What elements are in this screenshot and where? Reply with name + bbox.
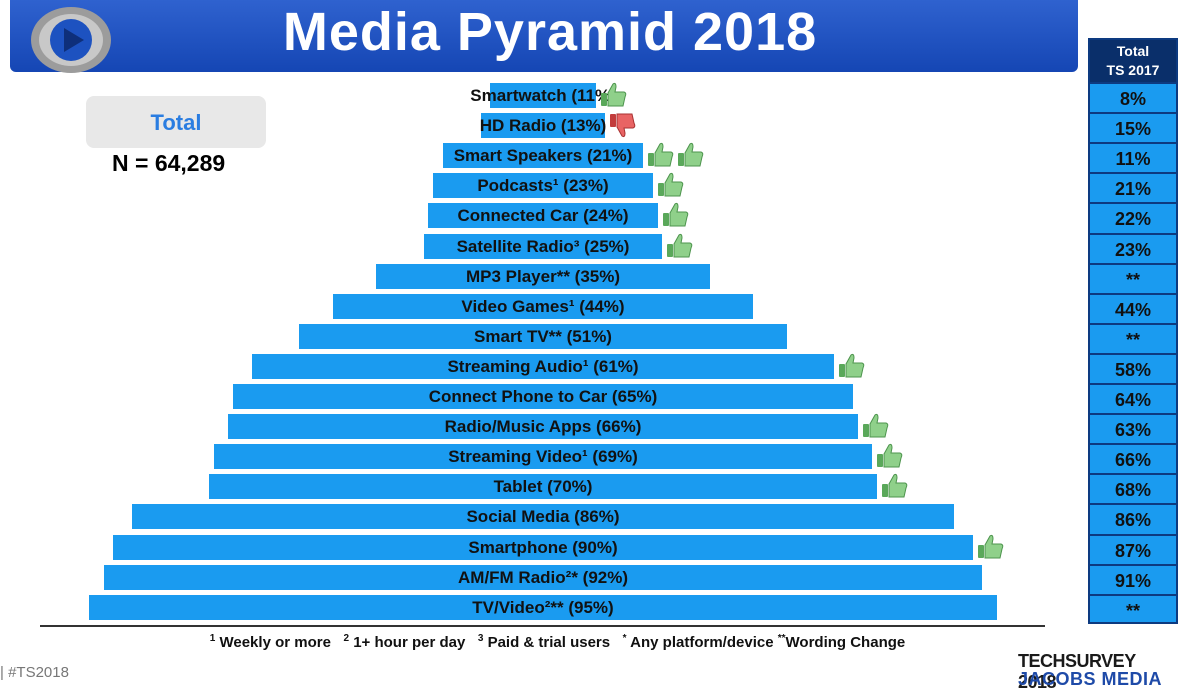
ts2017-value: 23%	[1090, 232, 1176, 261]
footnote-paid: Paid & trial users	[487, 634, 611, 651]
ts2017-value: 22%	[1090, 202, 1176, 230]
ts2017-value: 21%	[1090, 172, 1176, 200]
pyramid-baseline	[40, 625, 1045, 627]
ts2017-value: 63%	[1090, 413, 1176, 441]
ts2017-header-line2: TS 2017	[1106, 62, 1160, 78]
pyramid-bar	[208, 474, 878, 500]
bar-label: TV/Video²** (95%)	[472, 597, 614, 617]
pyramid-bar	[480, 113, 606, 139]
footnote: 1 Weekly or more 2 1+ hour per day 3 Pai…	[0, 633, 1115, 651]
bar-label: Radio/Music Apps (66%)	[444, 417, 642, 437]
total-label: Total	[86, 96, 266, 148]
pyramid-bar	[213, 444, 873, 470]
thumbs-up-icon	[598, 80, 628, 110]
ts2017-header-line1: Total	[1116, 43, 1150, 59]
bar-label: Streaming Video¹ (69%)	[448, 447, 638, 467]
footnote-wording: Wording Change	[785, 634, 906, 651]
ts2017-value: 15%	[1090, 112, 1176, 140]
pyramid-bar	[232, 384, 854, 409]
thumbs-up-icon	[664, 231, 694, 261]
ts2017-value: 44%	[1090, 292, 1176, 321]
ts2017-value: **	[1090, 262, 1176, 291]
pyramid-bar	[227, 414, 859, 440]
footnote-platform: Any platform/device	[630, 634, 774, 651]
footnote-weekly: Weekly or more	[219, 634, 331, 651]
pyramid-bar	[433, 173, 653, 199]
bar-label: MP3 Player** (35%)	[465, 266, 621, 286]
pyramid-bar	[423, 233, 663, 259]
brand-line1: TECHSURVEY 2018	[1018, 651, 1136, 692]
ts2017-value: 86%	[1090, 503, 1176, 531]
thumbs-up-icon	[660, 200, 690, 230]
ts2017-value: **	[1090, 322, 1176, 351]
pyramid-bar	[332, 293, 754, 319]
pyramid-bar	[428, 203, 658, 229]
footnote-mark-2: 2	[343, 633, 350, 644]
bar-label: Tablet (70%)	[493, 477, 593, 497]
bar-label: HD Radio (13%)	[479, 116, 607, 136]
bar-label: Podcasts¹ (23%)	[477, 176, 609, 196]
thumbs-down-icon	[607, 110, 637, 140]
thumbs-up-icon	[874, 441, 904, 471]
pyramid-bar	[132, 504, 954, 530]
ts2017-value: 58%	[1090, 352, 1176, 381]
ts2017-column: Total TS 2017 8% 15% 11% 21% 22% 23% ** 44% ** 58…	[1088, 38, 1178, 624]
bar-label: Streaming Audio¹ (61%)	[447, 356, 639, 376]
footnote-mark-3: 3	[477, 633, 484, 644]
ts2017-value: 8%	[1090, 82, 1176, 110]
bar-label: Smartwatch (11%)	[470, 86, 616, 105]
bar-label: Satellite Radio³ (25%)	[456, 236, 630, 256]
page-title: Media Pyramid 2018	[282, 2, 818, 62]
thumbs-up-icon	[860, 411, 890, 441]
bar-label: AM/FM Radio²* (92%)	[458, 567, 628, 587]
pyramid-bar	[89, 594, 997, 620]
footnote-mark-5: **	[777, 633, 786, 644]
bar-label: Smartphone (90%)	[468, 537, 618, 557]
thumbs-up-icon	[879, 471, 909, 501]
brand-logo: TECHSURVEY 2018 JACOBS MEDIA	[1012, 651, 1172, 692]
ts2017-header: Total TS 2017	[1090, 40, 1176, 82]
brand-line2: JACOBS MEDIA	[1018, 669, 1163, 689]
ts2017-value: 11%	[1090, 142, 1176, 170]
thumbs-up-icon	[645, 140, 675, 170]
pyramid-bar	[251, 353, 835, 379]
thumbs-up-icon	[675, 140, 705, 170]
footnote-mark-1: 1	[209, 633, 216, 644]
ts2017-value: 64%	[1090, 383, 1176, 411]
pyramid-bar	[490, 83, 596, 108]
play-logo-icon	[31, 7, 111, 73]
bar-label: Connected Car (24%)	[457, 206, 629, 226]
pyramid-bar	[375, 263, 711, 289]
footnote-mark-4: *	[622, 633, 627, 644]
media-pyramid-chart: Smartwatch (11%) HD Radio (13%) Smart Spea…	[89, 80, 1005, 620]
ts2017-value: 66%	[1090, 443, 1176, 471]
pyramid-bar	[299, 323, 787, 349]
bar-label: Video Games¹ (44%)	[461, 296, 625, 316]
ts2017-value: 68%	[1090, 473, 1176, 501]
thumbs-up-icon	[975, 532, 1005, 562]
ts2017-value: 91%	[1090, 563, 1176, 592]
bar-label: Smart Speakers (21%)	[453, 146, 633, 166]
bar-label: Smart TV** (51%)	[474, 326, 612, 346]
ts2017-value: 87%	[1090, 533, 1176, 562]
footnote-hour: 1+ hour per day	[353, 634, 466, 651]
pyramid-bar	[442, 143, 644, 169]
thumbs-up-icon	[836, 351, 866, 381]
sample-size: N = 64,289	[112, 150, 226, 176]
ts2017-value: **	[1090, 593, 1176, 622]
pyramid-bar	[103, 564, 983, 590]
thumbs-up-icon	[655, 170, 685, 200]
bar-label: Social Media (86%)	[466, 507, 620, 527]
title-banner	[10, 0, 1078, 72]
bar-label: Connect Phone to Car (65%)	[428, 387, 658, 406]
hashtag: | #TS2018	[0, 664, 69, 681]
pyramid-bar	[113, 534, 973, 560]
